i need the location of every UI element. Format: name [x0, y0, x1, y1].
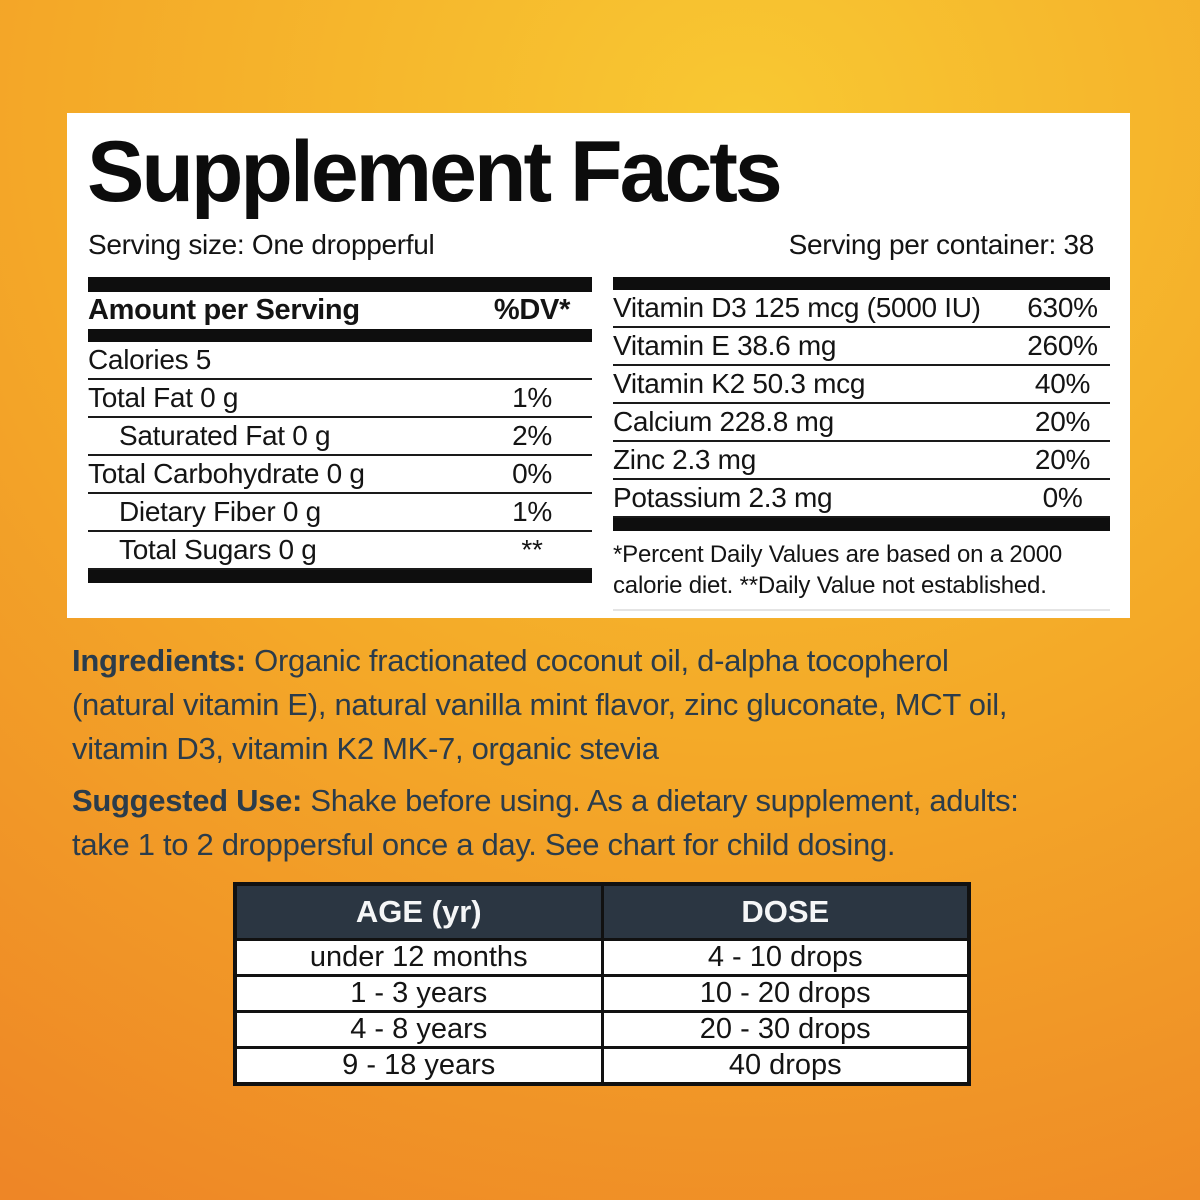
- fact-row-dietary-fiber: Dietary Fiber 0 g 1%: [88, 494, 592, 532]
- dose-row: 9 - 18 years 40 drops: [237, 1046, 967, 1082]
- servings-per-container-text: Serving per container: 38: [788, 229, 1095, 260]
- fact-row-zinc: Zinc 2.3 mg 20%: [613, 442, 1110, 480]
- fact-row-total-carbohydrate: Total Carbohydrate 0 g 0%: [88, 456, 592, 494]
- dose-row: 1 - 3 years 10 - 20 drops: [237, 974, 967, 1010]
- fact-row-label: Dietary Fiber 0 g: [119, 496, 321, 527]
- supplement-facts-panel: Supplement Facts Serving size: One dropp…: [67, 113, 1130, 618]
- divider-bar: [88, 570, 592, 583]
- fact-row-label: Vitamin D3 125 mcg (5000 IU): [613, 292, 981, 323]
- fact-row-label: Total Sugars 0 g: [119, 534, 317, 565]
- fact-row-potassium: Potassium 2.3 mg 0%: [613, 480, 1110, 518]
- dose-table-header-dose: DOSE: [600, 886, 968, 938]
- ingredients-label: Ingredients:: [72, 643, 246, 678]
- fact-row-value: 0%: [512, 458, 552, 489]
- amount-per-serving-header: Amount per Serving: [88, 294, 360, 326]
- fact-row-label: Vitamin E 38.6 mg: [613, 330, 837, 361]
- footnote-line: calorie diet. **Daily Value not establis…: [613, 572, 1047, 599]
- divider-bar: [88, 329, 592, 342]
- dose-cell: 10 - 20 drops: [600, 977, 968, 1010]
- dose-table-header-row: AGE (yr) DOSE: [237, 886, 967, 938]
- supplement-facts-title: Supplement Facts: [87, 124, 783, 220]
- dose-table: AGE (yr) DOSE under 12 months 4 - 10 dro…: [233, 882, 971, 1086]
- daily-value-footnote: *Percent Daily Values are based on a 200…: [613, 539, 1110, 611]
- amounts-header-row: Amount per Serving %DV*: [88, 292, 592, 329]
- ingredients-text: Organic fractionated coconut oil, d-alph…: [254, 643, 949, 678]
- fact-row-calcium: Calcium 228.8 mg 20%: [613, 404, 1110, 442]
- fact-row-label: Calcium 228.8 mg: [613, 406, 834, 437]
- dose-row: under 12 months 4 - 10 drops: [237, 938, 967, 974]
- fact-row-vitamin-k2: Vitamin K2 50.3 mcg 40%: [613, 366, 1110, 404]
- fact-row-value: 20%: [1034, 406, 1091, 437]
- fact-row-value: **: [521, 534, 543, 565]
- suggested-use-text: Shake before using. As a dietary supplem…: [310, 783, 1019, 818]
- amounts-column: Amount per Serving %DV* Calories 5 Total…: [88, 277, 592, 611]
- fact-row-label: Vitamin K2 50.3 mcg: [613, 368, 866, 399]
- fact-row-vitamin-e: Vitamin E 38.6 mg 260%: [613, 328, 1110, 366]
- fact-row-calories: Calories 5: [88, 342, 592, 380]
- suggested-use-label: Suggested Use:: [72, 783, 303, 818]
- dose-cell: 4 - 10 drops: [600, 941, 968, 974]
- age-cell: 1 - 3 years: [350, 977, 488, 1009]
- dose-cell: 20 - 30 drops: [600, 1013, 968, 1046]
- suggested-use-paragraph: Suggested Use: Shake before using. As a …: [72, 779, 1162, 867]
- dose-cell: 40 drops: [600, 1049, 968, 1082]
- serving-size-text: Serving size: One dropperful: [88, 229, 435, 260]
- fact-row-vitamin-d3: Vitamin D3 125 mcg (5000 IU) 630%: [613, 290, 1110, 328]
- fact-row-value: 260%: [1027, 330, 1098, 361]
- fact-row-value: 20%: [1034, 444, 1091, 475]
- suggested-use-line: Suggested Use: Shake before using. As a …: [72, 779, 1162, 823]
- divider-bar: [88, 277, 592, 292]
- fact-row-saturated-fat: Saturated Fat 0 g 2%: [88, 418, 592, 456]
- fact-row-value: 1%: [512, 496, 552, 527]
- fact-row-label: Saturated Fat 0 g: [119, 420, 331, 451]
- vitamins-column: Vitamin D3 125 mcg (5000 IU) 630% Vitami…: [613, 277, 1110, 611]
- fact-row-total-sugars: Total Sugars 0 g **: [88, 532, 592, 570]
- fact-row-value: 40%: [1034, 368, 1091, 399]
- dv-header: %DV*: [493, 294, 571, 326]
- fact-row-label: Zinc 2.3 mg: [613, 444, 756, 475]
- fact-row-label: Total Fat 0 g: [88, 382, 239, 413]
- divider-bar: [613, 518, 1110, 531]
- fact-row-value: 630%: [1027, 292, 1098, 323]
- dose-row: 4 - 8 years 20 - 30 drops: [237, 1010, 967, 1046]
- ingredients-line: (natural vitamin E), natural vanilla min…: [72, 687, 1008, 722]
- footnote-line: *Percent Daily Values are based on a 200…: [613, 541, 1062, 568]
- fact-row-total-fat: Total Fat 0 g 1%: [88, 380, 592, 418]
- fact-row-label: Total Carbohydrate 0 g: [88, 458, 365, 489]
- age-cell: under 12 months: [309, 941, 528, 973]
- ingredients-paragraph: Ingredients: Organic fractionated coconu…: [72, 639, 1162, 771]
- age-cell: 9 - 18 years: [342, 1049, 496, 1081]
- fact-row-value: 0%: [1042, 482, 1083, 513]
- fact-row-value: 1%: [512, 382, 552, 413]
- serving-info-row: Serving size: One dropperful Serving per…: [88, 229, 1094, 261]
- divider-bar: [613, 277, 1110, 290]
- ingredients-line: Ingredients: Organic fractionated coconu…: [72, 639, 1162, 683]
- dose-table-header-age: AGE (yr): [355, 894, 482, 929]
- fact-row-value: 2%: [512, 420, 552, 451]
- fact-row-label: Potassium 2.3 mg: [613, 482, 833, 513]
- age-cell: 4 - 8 years: [350, 1013, 488, 1045]
- suggested-use-line: take 1 to 2 droppersful once a day. See …: [72, 827, 896, 862]
- fact-row-label: Calories 5: [88, 344, 212, 375]
- ingredients-line: vitamin D3, vitamin K2 MK-7, organic ste…: [72, 731, 659, 766]
- facts-columns: Amount per Serving %DV* Calories 5 Total…: [88, 277, 1110, 611]
